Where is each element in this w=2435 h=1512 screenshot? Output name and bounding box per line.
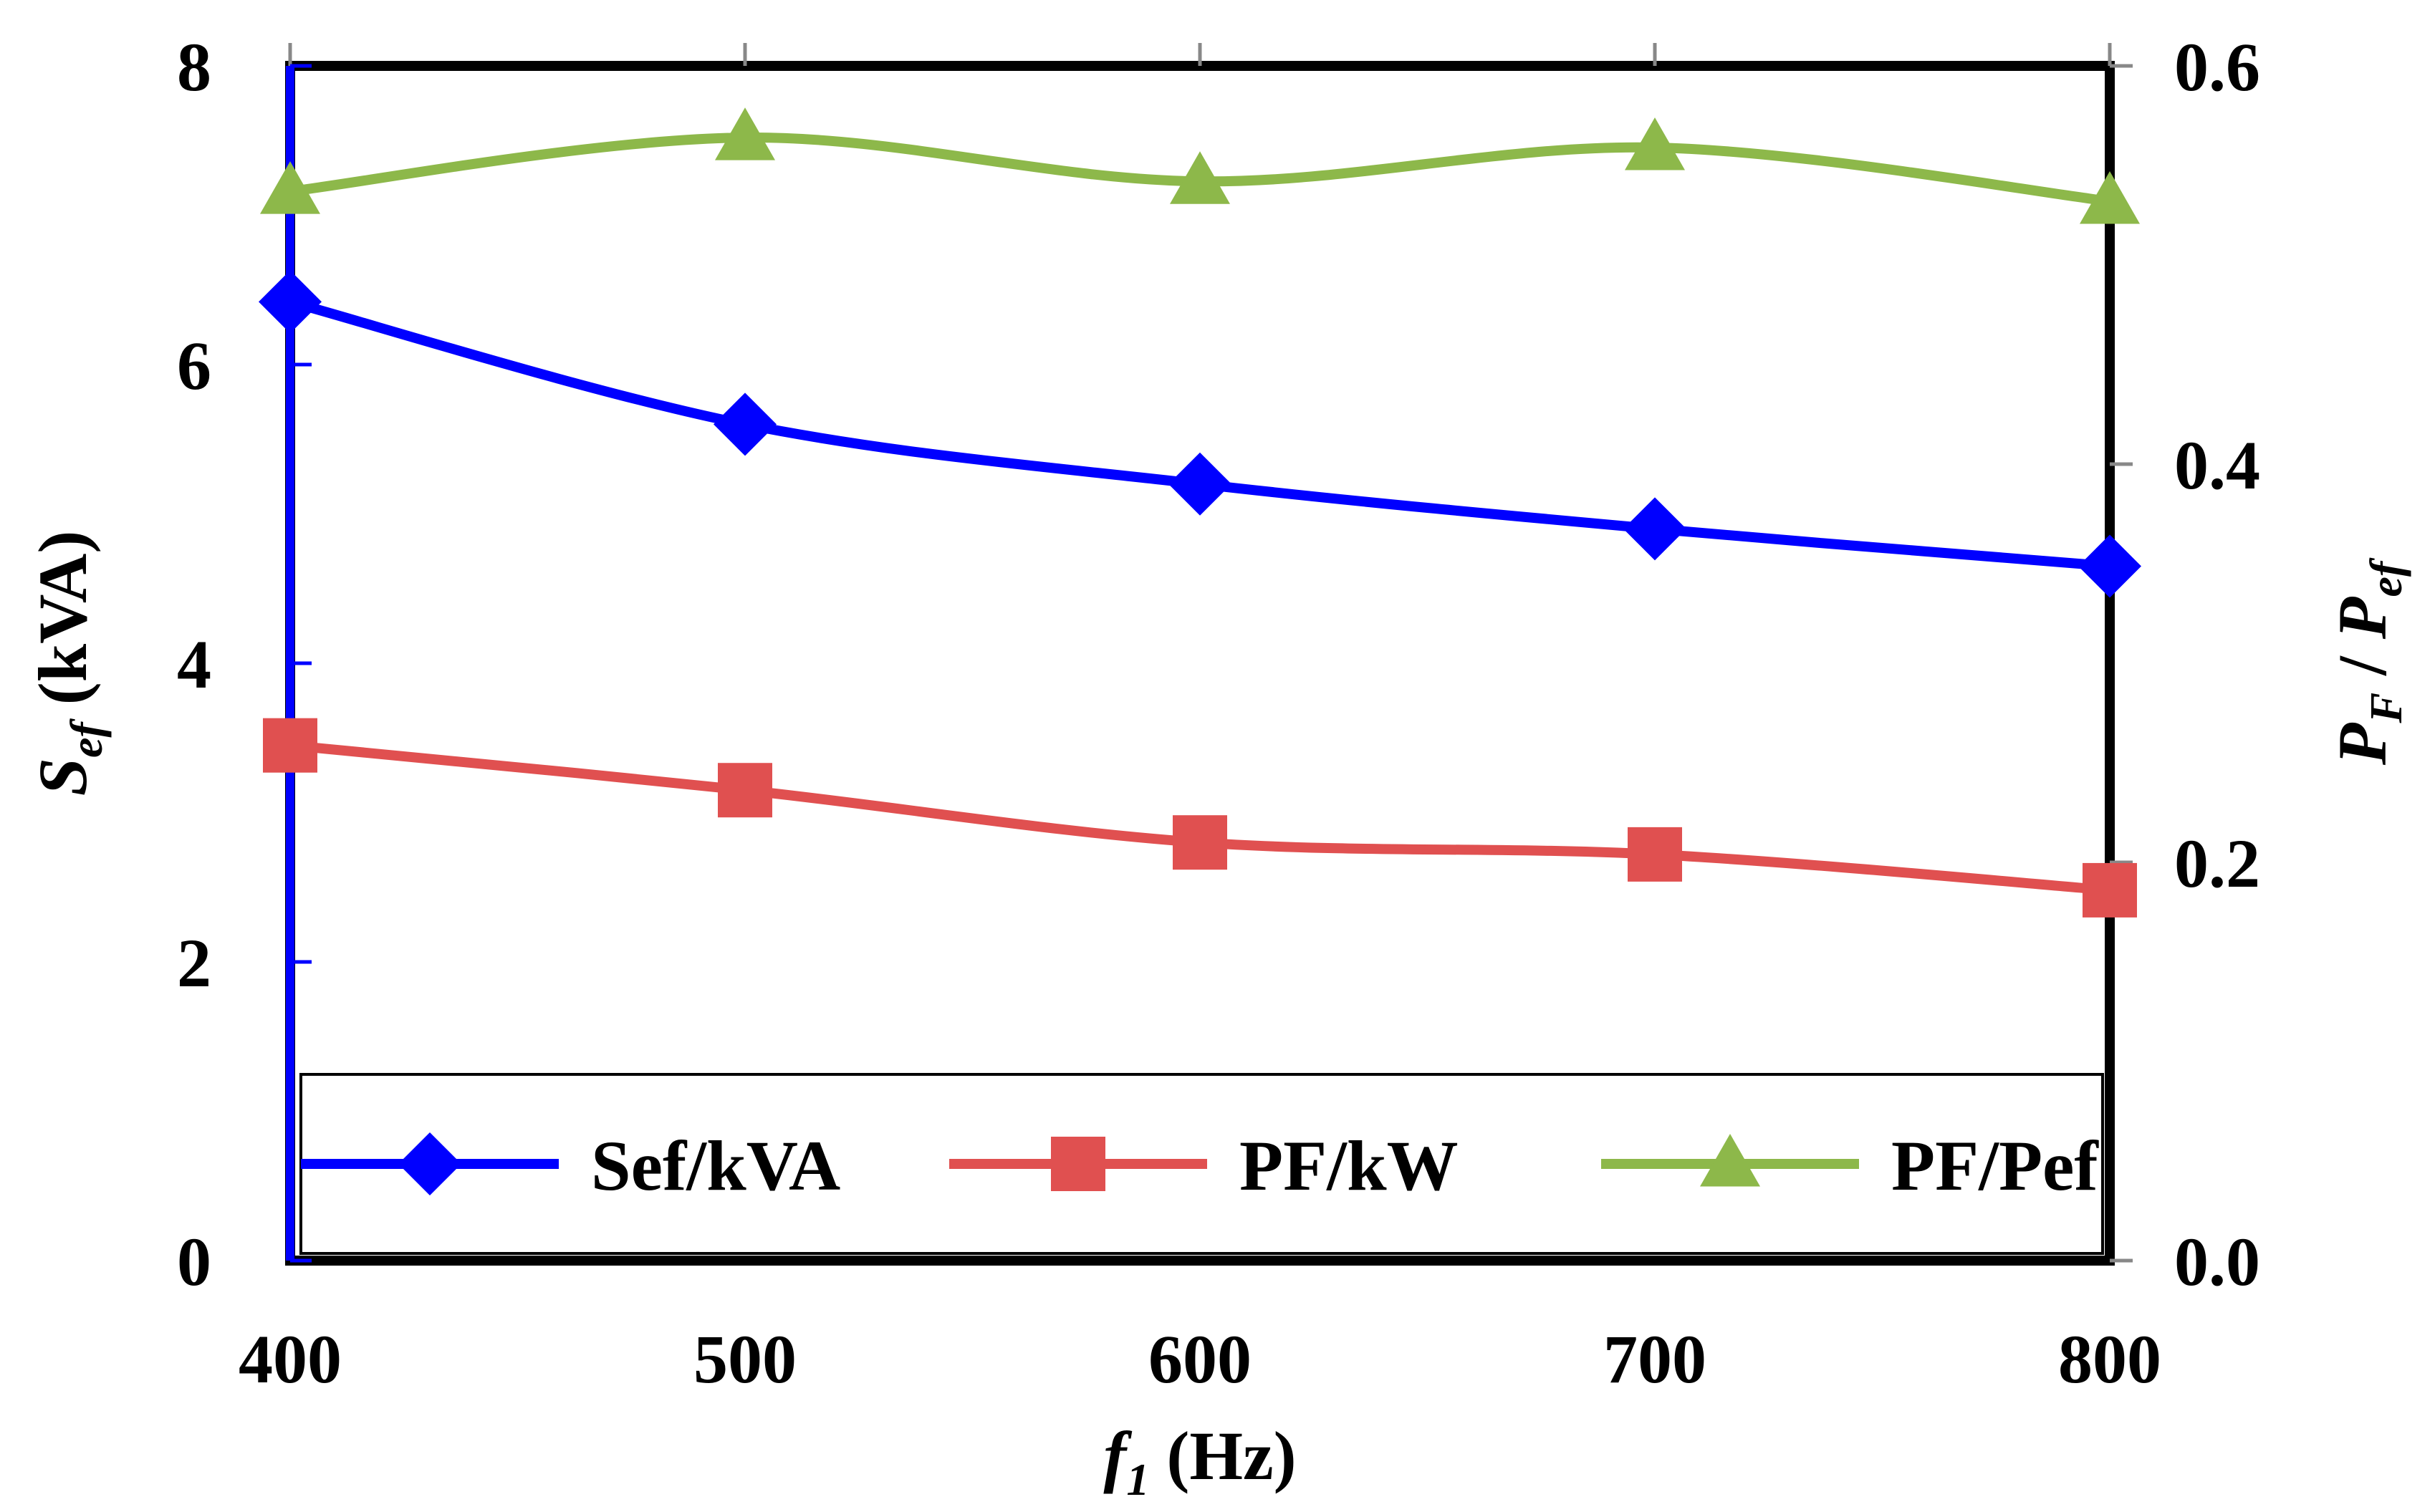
x-tick-label: 700 [1603,1321,1706,1397]
y-right-axis-title: PF / Pef [2324,557,2411,766]
y-left-axis-title-sub: ef [61,718,112,758]
data-point-pf-pef [715,107,775,160]
data-point-pf-pef [1625,117,1685,170]
y-right-tick-label: 0.0 [2174,1223,2260,1300]
legend-label: Sef/kVA [591,1126,840,1205]
y-left-axis-title-main: S [24,758,101,796]
x-tick-label: 600 [1148,1321,1252,1397]
y-right-tick-label: 0.2 [2174,825,2260,902]
data-point-pf-kw [2083,862,2137,918]
legend: Sef/kVA PF/kW PF/Pef [301,1126,2099,1205]
series-layer [259,107,2141,918]
y-right-axis-title-sep: / [2324,639,2401,693]
y-right-axis-title-sub2: ef [2360,557,2411,597]
y-right-axis-title-sub1: F [2360,693,2411,724]
x-axis-title-unit: (Hz) [1149,1417,1296,1494]
y-right-tick-label: 0.4 [2174,427,2260,504]
data-point-pf-pef [2080,171,2140,224]
data-point-pf-pef [1170,151,1230,204]
data-point-sef-kva [714,393,777,456]
y-right-axis-title-main1: P [2324,722,2401,766]
x-tick-label: 800 [2058,1321,2161,1397]
y-left-tick-label: 8 [177,29,211,105]
y-right-axis-title-main2: P [2324,596,2401,640]
x-axis-title-sub: 1 [1126,1454,1149,1505]
legend-label: PF/kW [1239,1126,1459,1205]
y-left-tick-label: 2 [177,925,211,1001]
y-left-axis-title-unit: (kVA) [24,531,101,723]
legend-swatch-marker [398,1132,461,1195]
y-left-tick-label: 6 [177,327,211,404]
series-line-sef-kva [289,297,2110,572]
y-left-tick-label: 4 [177,626,211,703]
data-point-pf-kw [263,718,317,773]
y-left-axis-title: Sef (kVA) [24,531,112,796]
x-axis-title: f1 (Hz) [1103,1417,1296,1505]
legend-label: PF/Pef [1891,1126,2099,1205]
data-point-sef-kva [1623,497,1686,561]
data-point-pf-kw [1173,815,1227,870]
data-point-sef-kva [1168,452,1231,516]
data-point-pf-pef [260,161,320,214]
data-point-sef-kva [259,270,322,334]
data-point-pf-kw [1628,827,1682,882]
x-tick-label: 400 [239,1321,342,1397]
x-tick-label: 500 [693,1321,797,1397]
y-left-axis-ticks: 0 2 4 6 8 [177,29,312,1300]
data-point-sef-kva [2078,534,2141,598]
legend-swatch-marker [1700,1134,1760,1187]
data-point-pf-kw [718,763,772,818]
y-right-tick-label: 0.6 [2174,29,2260,105]
x-axis-ticks: 400 500 600 700 800 [239,43,2161,1397]
y-left-tick-label: 0 [177,1223,211,1300]
legend-swatch-marker [1051,1137,1105,1191]
y-right-axis-ticks: 0.0 0.2 0.4 0.6 [2110,29,2260,1300]
